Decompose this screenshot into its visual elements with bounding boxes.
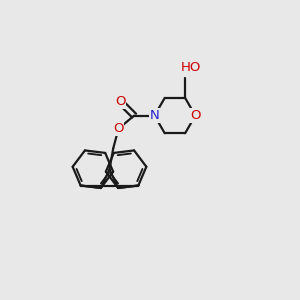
Text: O: O: [190, 109, 201, 122]
Text: O: O: [113, 122, 124, 135]
Text: N: N: [150, 109, 159, 122]
Text: HO: HO: [181, 61, 201, 74]
Text: O: O: [115, 95, 126, 108]
